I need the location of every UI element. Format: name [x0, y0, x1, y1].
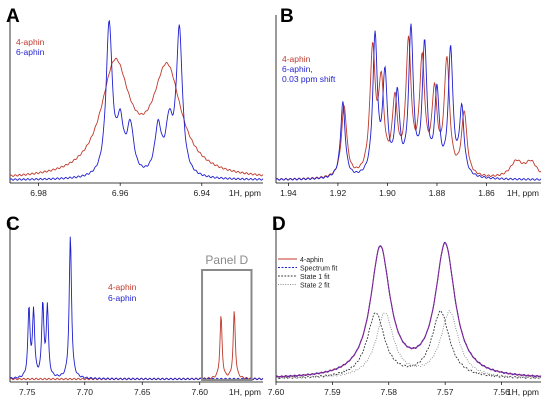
axis-unit-label: 1H, ppm: [507, 188, 539, 198]
x-tick-label: 6.96: [112, 188, 129, 198]
panel-label: B: [280, 6, 294, 27]
series-6-aphin: [275, 23, 542, 181]
x-tick-label: 6.94: [194, 188, 211, 198]
x-tick-label: 7.65: [134, 387, 151, 397]
x-tick-label: 7.59: [324, 387, 341, 397]
legend-entry: 0.03 ppm shift: [282, 74, 336, 84]
x-tick-label: 7.75: [19, 387, 36, 397]
legend-entry: 6-aphin: [108, 293, 137, 303]
legend-entry: 4-aphin: [300, 257, 323, 264]
axis-unit-label: 1H, ppm: [229, 387, 261, 397]
series-state-2-fit: [275, 310, 542, 380]
series-4-aphin: [275, 35, 542, 181]
legend-entry: 4-aphin: [108, 282, 137, 292]
panel-label: C: [6, 214, 20, 235]
x-tick-label: 1.94: [280, 188, 297, 198]
series-6-aphin: [9, 236, 264, 381]
legend-entry: 4-aphin: [282, 54, 311, 64]
series-4-aphin: [9, 57, 264, 177]
x-tick-label: 7.70: [76, 387, 93, 397]
legend-entry: State 1 fit: [300, 274, 330, 281]
panel-b: B 1.94 1.92 1.90 1.88 1.86 1H, ppm 4-aphin6-aph…: [275, 6, 542, 198]
series-6-aphin: [9, 19, 264, 181]
legend-entry: 4-aphin: [16, 37, 45, 47]
legend-entry: 6-aphin: [16, 47, 45, 57]
legend-entry: 6-aphin,: [282, 64, 313, 74]
x-tick-label: 7.60: [191, 387, 208, 397]
x-tick-label: 7.60: [268, 387, 285, 397]
series-state-1-fit: [275, 310, 542, 380]
x-tick-label: 7.57: [437, 387, 454, 397]
x-tick-label: 1.86: [478, 188, 495, 198]
panel-d-annotation: Panel D: [205, 253, 248, 267]
series-overlay: [275, 242, 542, 378]
axis-unit-label: 1H, ppm: [507, 387, 539, 397]
x-tick-label: 7.58: [380, 387, 397, 397]
panel-label: D: [272, 214, 286, 235]
axis-unit-label: 1H, ppm: [229, 188, 261, 198]
legend-entry: State 2 fit: [300, 283, 330, 290]
panel-d-box: [201, 269, 253, 381]
x-tick-label: 7.56: [493, 387, 510, 397]
x-tick-label: 1.92: [330, 188, 347, 198]
x-tick-label: 1.90: [379, 188, 396, 198]
panel-label: A: [6, 6, 20, 27]
x-tick-label: 6.98: [30, 188, 47, 198]
x-tick-label: 1.88: [429, 188, 446, 198]
legend-entry: Spectrum fit: [300, 266, 337, 273]
